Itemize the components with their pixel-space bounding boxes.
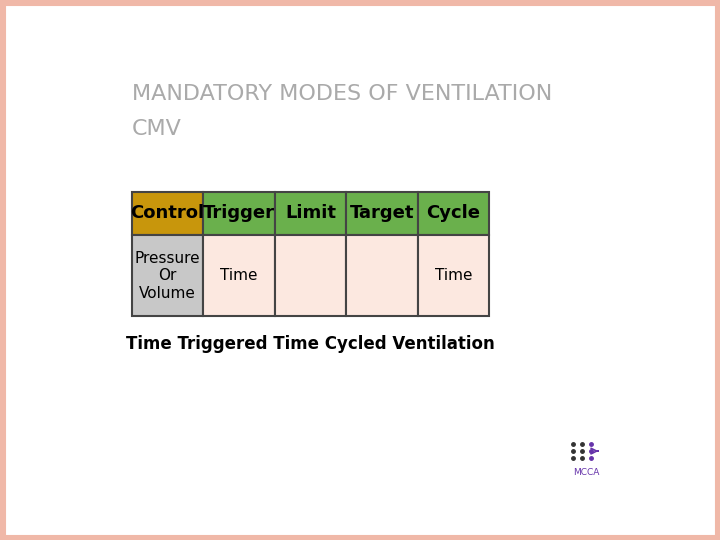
Bar	[418, 235, 489, 316]
Text: Cycle: Cycle	[426, 205, 480, 222]
Text: Time: Time	[220, 268, 258, 284]
Text: Pressure
Or
Volume: Pressure Or Volume	[135, 251, 200, 301]
Bar	[203, 235, 275, 316]
Text: Limit: Limit	[285, 205, 336, 222]
Bar	[346, 192, 418, 235]
Bar	[203, 192, 275, 235]
Text: Target: Target	[350, 205, 414, 222]
Bar	[275, 235, 346, 316]
Text: Time Triggered Time Cycled Ventilation: Time Triggered Time Cycled Ventilation	[126, 335, 495, 353]
Text: Trigger: Trigger	[203, 205, 275, 222]
Bar	[346, 235, 418, 316]
Bar	[132, 192, 203, 235]
Text: MANDATORY MODES OF VENTILATION: MANDATORY MODES OF VENTILATION	[132, 84, 552, 104]
Bar	[132, 235, 203, 316]
Text: Control: Control	[130, 205, 204, 222]
Bar	[275, 192, 346, 235]
Bar	[418, 192, 489, 235]
Text: Time: Time	[434, 268, 472, 284]
Text: MCCA: MCCA	[573, 468, 599, 477]
Text: CMV: CMV	[132, 119, 181, 139]
